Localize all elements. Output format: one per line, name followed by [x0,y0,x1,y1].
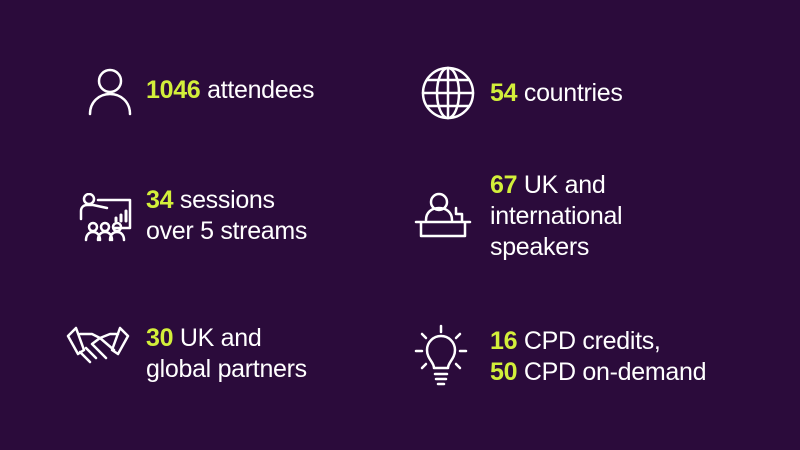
stat-cpd: 16 CPD credits, 50 CPD on-demand [490,327,707,386]
speaker-podium-icon [414,192,472,238]
person-icon [88,68,132,116]
globe-icon [421,66,475,120]
stat-sessions: 34 sessions over 5 streams [146,186,308,245]
stat-partners: 30 UK and global partners [146,324,307,383]
presentation-icon [79,193,132,242]
stat-countries: 54 countries [490,79,623,107]
stat-speakers: 67 UK and international speakers [490,171,623,261]
handshake-icon [66,326,130,364]
lightbulb-icon [414,324,468,386]
stat-attendees: 1046 attendees [146,76,315,104]
